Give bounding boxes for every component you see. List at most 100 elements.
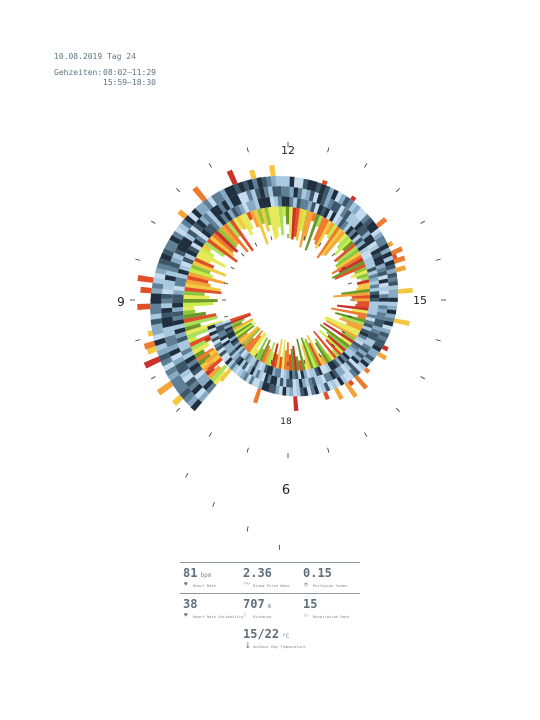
spiral-spike-bar xyxy=(393,318,410,326)
spiral-cold-segment xyxy=(184,354,197,365)
spiral-cold-segment xyxy=(362,356,372,365)
spiral-spike-bar xyxy=(377,351,388,361)
spiral-cold-segment xyxy=(367,240,378,250)
spiral-cold-segment xyxy=(283,369,287,379)
spiral-cold-segment xyxy=(316,366,323,376)
spiral-warm-bar xyxy=(256,348,265,361)
spiral-warm-bar xyxy=(197,250,227,268)
spiral-cold-segment xyxy=(365,262,376,270)
spiral-cold-segment xyxy=(160,252,173,262)
spiral-cold-segment xyxy=(342,361,352,372)
spiral-warm-bar xyxy=(209,235,235,257)
spiral-cold-segment xyxy=(181,236,193,246)
spiral-warm-bar xyxy=(190,264,211,275)
spiral-warm-bar xyxy=(351,295,370,299)
spiral-cold-segment xyxy=(180,346,193,357)
inner-tick xyxy=(341,330,346,334)
spiral-spike-bar xyxy=(192,186,207,203)
spiral-cold-segment xyxy=(275,175,282,187)
spiral-cold-segment xyxy=(158,351,171,362)
spiral-cold-segment xyxy=(239,359,247,368)
spiral-cold-segment xyxy=(385,313,396,319)
spiral-warm-bar xyxy=(278,356,283,369)
spiral-warm-bar xyxy=(212,232,235,253)
spiral-warm-bar xyxy=(232,217,243,231)
spiral-warm-bar xyxy=(341,288,371,295)
trail-tick xyxy=(185,473,189,478)
spiral-spike-bar xyxy=(323,391,330,401)
spiral-cold-segment xyxy=(220,351,229,360)
spiral-warm-bar xyxy=(298,360,303,371)
spiral-cold-segment xyxy=(322,373,330,383)
spiral-cold-segment xyxy=(260,372,267,382)
spiral-cold-segment xyxy=(324,362,332,373)
trail-tick xyxy=(212,501,215,507)
spiral-cold-segment xyxy=(224,326,233,332)
spiral-cold-segment xyxy=(370,328,381,335)
spiral-cold-segment xyxy=(214,321,224,328)
spiral-warm-bar xyxy=(296,338,306,371)
spiral-cold-segment xyxy=(218,332,227,339)
spiral-cold-segment xyxy=(345,212,355,223)
spiral-warm-bar xyxy=(184,286,222,295)
spiral-cold-segment xyxy=(348,345,358,354)
spiral-cold-segment xyxy=(174,331,187,339)
spiral-cold-segment xyxy=(368,273,379,280)
spiral-cold-segment xyxy=(240,349,248,358)
spiral-cold-segment xyxy=(298,378,304,388)
spiral-cold-segment xyxy=(174,248,187,257)
spiral-cold-segment xyxy=(230,337,239,345)
spiral-cold-segment xyxy=(176,272,188,280)
spiral-cold-segment xyxy=(238,203,247,215)
spiral-warm-bar xyxy=(319,354,328,365)
spiral-cold-segment xyxy=(210,220,221,231)
spiral-warm-bar xyxy=(319,324,351,348)
inner-tick xyxy=(331,253,335,257)
spiral-cold-segment xyxy=(161,293,173,299)
spiral-warm-bar xyxy=(295,208,304,241)
spiral-warm-bar xyxy=(304,338,320,368)
spiral-warm-bar xyxy=(233,319,254,333)
spiral-warm-bar xyxy=(283,350,287,370)
spiral-cold-segment xyxy=(160,307,173,314)
spiral-cold-segment xyxy=(322,207,331,219)
spiral-cold-segment xyxy=(293,177,300,188)
spiral-warm-bar xyxy=(210,364,228,383)
spiral-cold-segment xyxy=(363,256,374,264)
spiral-spike-bar xyxy=(354,375,369,390)
spiral-cold-segment xyxy=(357,210,368,222)
spiral-warm-bar xyxy=(183,313,217,324)
spiral-cold-segment xyxy=(383,255,394,264)
spiral-cold-segment xyxy=(206,195,218,208)
spiral-warm-bar xyxy=(271,206,280,237)
spiral-cold-segment xyxy=(333,202,342,214)
spiral-cold-segment xyxy=(172,314,184,322)
spiral-cold-segment xyxy=(341,351,351,361)
spiral-cold-segment xyxy=(297,187,303,199)
spiral-warm-bar xyxy=(282,206,287,217)
spiral-cold-segment xyxy=(313,203,321,214)
spiral-spike-bar xyxy=(381,345,389,352)
spiral-cold-segment xyxy=(368,224,379,234)
spiral-warm-bar xyxy=(256,208,265,225)
spiral-cold-segment xyxy=(189,225,201,236)
stat-heart-rate: 81 bpm ♥ Heart Rate xyxy=(183,566,216,588)
spiral-cold-segment xyxy=(239,370,247,380)
pulse-wave-icon: 〰 xyxy=(244,581,251,588)
spiral-cold-segment xyxy=(319,195,328,206)
clock-label-9: 9 xyxy=(117,295,125,309)
spiral-cold-segment xyxy=(184,232,196,243)
spiral-warm-bar xyxy=(183,290,205,296)
spiral-cold-segment xyxy=(296,197,302,209)
spiral-cold-segment xyxy=(269,196,276,208)
spiral-cold-segment xyxy=(289,186,295,198)
spiral-cold-segment xyxy=(202,198,214,210)
spiral-cold-segment xyxy=(314,182,323,194)
inner-tick xyxy=(347,282,352,285)
spiral-cold-segment xyxy=(331,368,340,379)
spiral-warm-bar xyxy=(330,307,368,317)
spiral-cold-segment xyxy=(376,266,387,274)
spiral-cold-segment xyxy=(161,311,173,319)
spiral-cold-segment xyxy=(225,197,235,209)
spiral-warm-bar xyxy=(220,225,240,246)
